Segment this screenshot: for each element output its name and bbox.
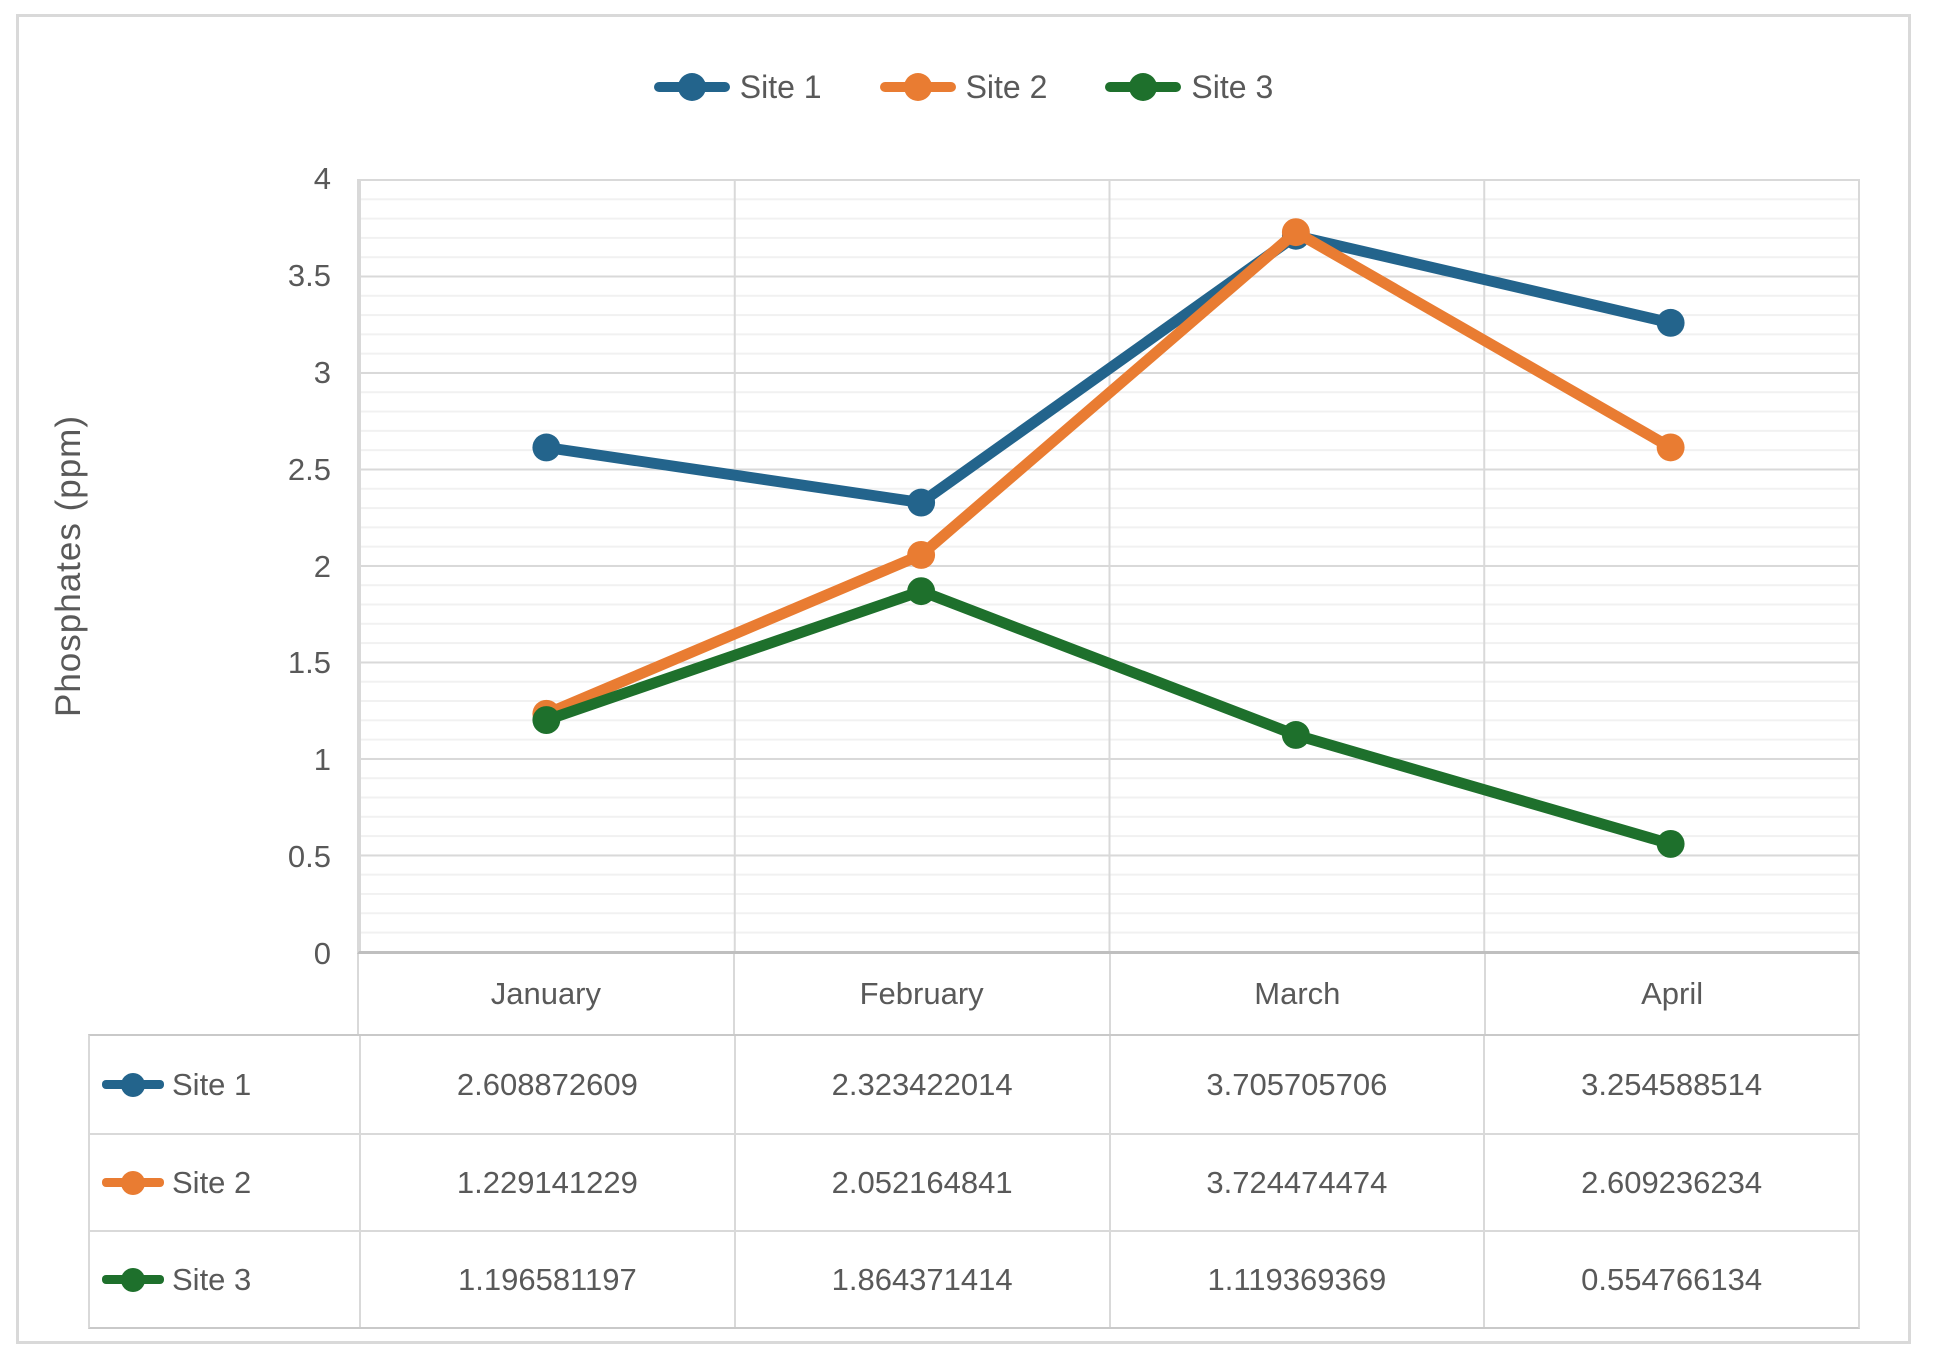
- table-cell: 2.052164841: [733, 1133, 1109, 1230]
- legend-label: Site 1: [739, 68, 822, 105]
- y-tick: 3: [313, 354, 331, 390]
- table-cell: 3.705705706: [1108, 1036, 1484, 1133]
- series-line-2: [540, 226, 1677, 720]
- data-point-marker: [907, 577, 936, 606]
- data-point-marker: [1656, 829, 1685, 858]
- x-tick-january: January: [357, 954, 733, 1034]
- legend-label: Site 2: [965, 68, 1048, 105]
- x-tick-april: April: [1484, 954, 1860, 1034]
- y-tick: 2.5: [287, 451, 331, 487]
- y-axis-ticks: 4 3.5 3 2.5 2 1.5 1 0.5 0: [101, 161, 357, 971]
- table-cell: 1.119369369: [1108, 1230, 1484, 1327]
- legend-item-site-1: Site 1: [653, 68, 822, 106]
- table-cell: 1.229141229: [359, 1133, 734, 1230]
- series-marker-icon: [102, 1080, 164, 1089]
- series-lines: [532, 218, 1685, 858]
- row-label: Site 1: [172, 1066, 252, 1102]
- chart-frame: Site 1 Site 2 Site 3 Phosphates (ppm) 4 …: [16, 14, 1911, 1344]
- table-cell: 3.724474474: [1108, 1133, 1484, 1230]
- legend-item-site-3: Site 3: [1105, 69, 1273, 106]
- y-tick: 3.5: [287, 257, 331, 293]
- data-point-marker: [907, 540, 936, 569]
- x-axis-labels: January February March April: [357, 954, 1860, 1034]
- plot-area: [357, 179, 1860, 954]
- legend-item-site-2: Site 2: [879, 68, 1048, 106]
- series-marker-icon: [1105, 82, 1182, 92]
- series-marker-icon: [653, 82, 730, 92]
- data-point-marker: [1281, 218, 1310, 247]
- chart-legend: Site 1 Site 2 Site 3: [19, 61, 1908, 113]
- legend-label: Site 3: [1191, 68, 1274, 105]
- row-label: Site 3: [172, 1261, 252, 1297]
- x-tick-march: March: [1108, 954, 1485, 1034]
- data-point-marker: [532, 706, 561, 735]
- data-table: Site 1 2.608872609 2.323422014 3.7057057…: [88, 1034, 1860, 1329]
- y-axis-title: Phosphates (ppm): [49, 415, 88, 718]
- series-line-3: [540, 585, 1677, 850]
- row-label: Site 2: [172, 1164, 252, 1200]
- table-cell: 1.196581197: [359, 1230, 734, 1327]
- y-tick: 0: [313, 936, 331, 971]
- y-tick: 2: [313, 548, 331, 584]
- y-tick: 0.5: [287, 839, 331, 875]
- table-cell: 2.609236234: [1483, 1133, 1858, 1230]
- table-cell: 2.323422014: [733, 1036, 1109, 1133]
- y-tick: 1: [313, 742, 331, 778]
- series-line-1: [540, 230, 1677, 509]
- table-row-label-site-2: Site 2: [90, 1133, 359, 1230]
- series-marker-icon: [102, 1178, 164, 1187]
- series-marker-icon: [879, 82, 956, 92]
- data-point-marker: [1656, 308, 1685, 337]
- table-row-label-site-3: Site 3: [90, 1230, 359, 1327]
- y-tick: 4: [313, 161, 331, 196]
- table-cell: 3.254588514: [1483, 1036, 1858, 1133]
- data-point-marker: [1281, 721, 1310, 749]
- data-point-marker: [1656, 433, 1685, 462]
- x-tick-february: February: [732, 954, 1109, 1034]
- y-tick: 1.5: [287, 645, 331, 681]
- table-cell: 1.864371414: [733, 1230, 1109, 1327]
- data-point-marker: [532, 433, 561, 462]
- data-point-marker: [907, 488, 936, 517]
- series-marker-icon: [102, 1275, 164, 1284]
- table-cell: 2.608872609: [359, 1036, 734, 1133]
- chart-area: Phosphates (ppm) 4 3.5 3 2.5 2 1.5 1 0.5…: [37, 161, 1908, 971]
- table-cell: 0.554766134: [1483, 1230, 1858, 1327]
- table-row-label-site-1: Site 1: [90, 1036, 359, 1133]
